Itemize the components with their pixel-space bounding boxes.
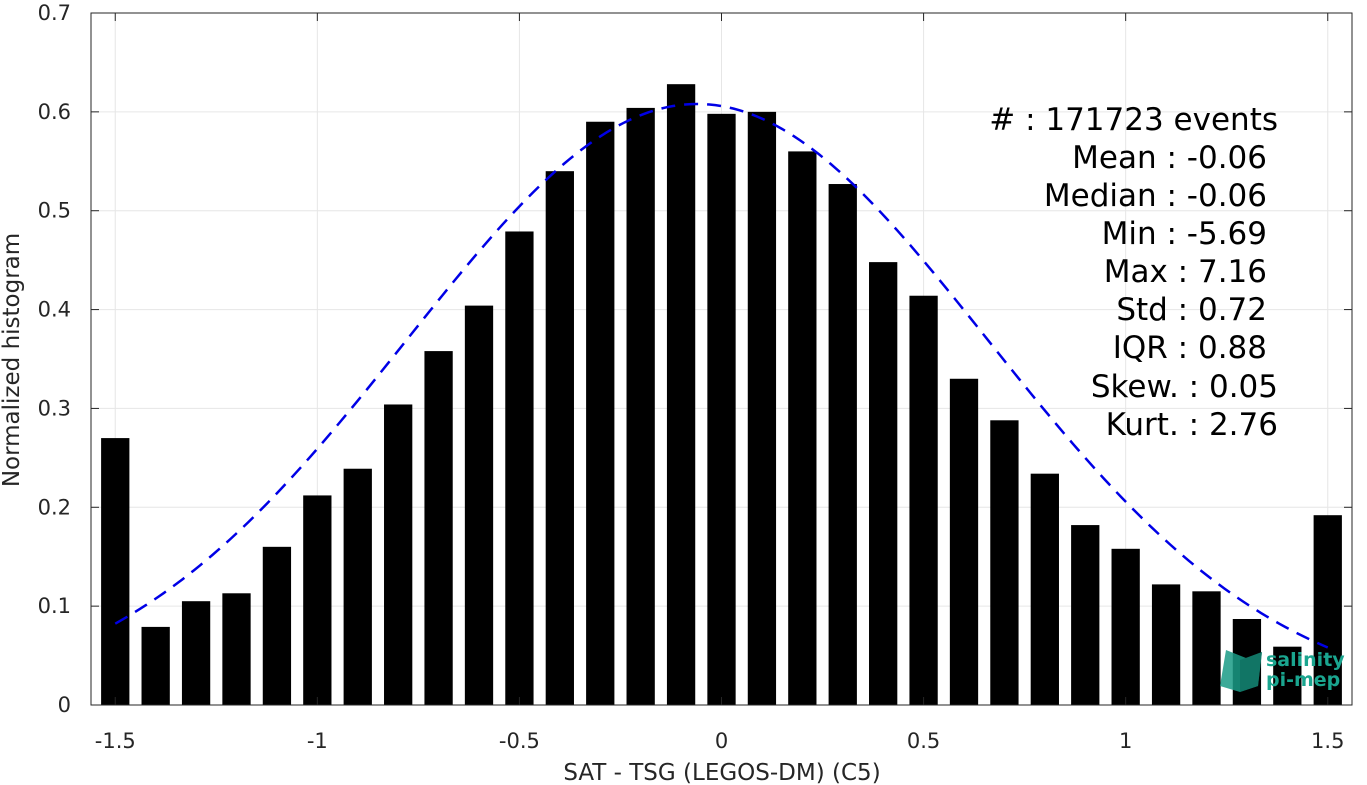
y-axis-label: Normalized histogram [0,233,25,487]
bar-30 [1313,515,1342,705]
bar-4 [262,546,292,705]
bar-21 [949,378,979,705]
bar-12 [586,121,615,705]
x-axis-ticks: -1.5 -1 -0.5 0 0.5 1 1.5 [95,13,1344,753]
x-tick-label-4: 0.5 [907,729,940,753]
logo-line1: salinity [1266,649,1345,671]
bar-0 [101,438,130,705]
histogram-bars [101,84,1342,706]
x-tick-label-2: -0.5 [499,729,540,753]
bar-16 [747,111,777,706]
y-tick-label-1: 0.1 [38,594,71,618]
x-tick-label-6: 1.5 [1311,729,1344,753]
bar-2 [181,601,211,705]
stat-skew: Skew. : 0.05 [1091,369,1278,405]
stat-mean: Mean : -0.06 [1072,140,1267,176]
logo-cube-face [1240,652,1262,692]
bar-6 [343,468,372,705]
y-tick-label-3: 0.3 [38,396,71,420]
stat-std: Std : 0.72 [1116,292,1267,328]
y-tick-label-4: 0.4 [38,298,71,322]
stats-box: # : 171723 events Mean : -0.06 Median : … [989,102,1278,443]
bar-25 [1111,548,1140,705]
bar-11 [545,171,574,705]
bar-22 [990,420,1019,705]
logo-line2: pi-mep [1266,669,1340,691]
bar-19 [869,262,898,705]
stat-min: Min : -5.69 [1102,216,1267,252]
bar-3 [222,593,251,705]
x-tick-label-1: -1 [307,729,328,753]
bar-5 [303,495,332,705]
gaussian-fit-curve [114,102,1329,649]
bar-7 [384,404,413,705]
stat-count: # : 171723 events [989,102,1278,138]
stat-max: Max : 7.16 [1104,254,1267,290]
bar-15 [707,113,736,705]
bar-20 [909,295,938,705]
y-tick-label-5: 0.5 [38,199,71,223]
bar-13 [626,107,655,706]
stat-median: Median : -0.06 [1044,178,1267,214]
bar-23 [1030,473,1059,705]
x-tick-label-0: -1.5 [95,729,136,753]
x-tick-label-5: 1 [1119,729,1132,753]
x-axis-label: SAT - TSG (LEGOS-DM) (C5) [563,760,880,785]
bar-14 [666,84,696,706]
bar-18 [828,184,857,706]
bar-8 [424,351,453,705]
bar-9 [464,305,494,705]
x-tick-label-3: 0 [715,729,728,753]
bar-10 [505,231,534,705]
bar-26 [1151,584,1181,705]
y-tick-label-7: 0.7 [38,1,71,25]
y-axis-ticks: 0 0.1 0.2 0.3 0.4 0.5 0.6 0.7 [38,1,1352,717]
salinity-pi-mep-logo: salinity pi-mep [1220,649,1345,692]
y-tick-label-2: 0.2 [38,495,71,519]
bar-24 [1071,525,1100,705]
bar-17 [788,151,817,705]
stat-kurt: Kurt. : 2.76 [1106,407,1278,443]
y-tick-label-6: 0.6 [38,100,71,124]
y-tick-label-0: 0 [58,693,71,717]
bar-1 [141,626,170,705]
bar-27 [1192,591,1221,705]
bar-29 [1273,646,1302,705]
stat-iqr: IQR : 0.88 [1113,330,1267,366]
